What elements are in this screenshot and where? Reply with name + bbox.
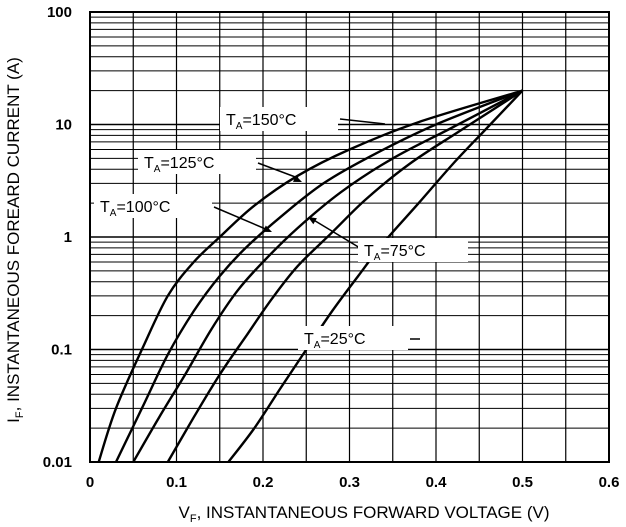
annotation-label: TA=75°C: [364, 243, 426, 263]
annotation-bg: [220, 107, 338, 131]
x-axis-title-main: V: [178, 503, 190, 522]
annotation-sub: A: [314, 340, 321, 351]
x-axis-title: VF, INSTANTANEOUS FORWARD VOLTAGE (V): [178, 503, 549, 525]
annotation-prefix: T: [304, 331, 314, 348]
curve-75c: [166, 89, 524, 463]
annotation-bg: [94, 194, 212, 218]
annotation-prefix: T: [100, 199, 110, 216]
y-tick-label: 100: [47, 4, 72, 21]
annotation-label: TA=125°C: [144, 155, 214, 175]
annotation-bg: [138, 150, 256, 174]
y-tick-label: 1: [64, 229, 72, 246]
x-tick-label: 0: [86, 474, 94, 491]
annotation-text: =75°C: [380, 243, 425, 260]
annotation-prefix: T: [364, 243, 374, 260]
annotation-label: TA=100°C: [100, 199, 170, 219]
annotation-bg: [298, 326, 408, 350]
y-axis-title-sub: F: [14, 411, 26, 418]
annotation-arrowhead: [308, 217, 317, 225]
annotation-text: =25°C: [320, 331, 365, 348]
x-tick-label: 0.3: [339, 474, 360, 491]
annotation-leader: [213, 206, 269, 231]
y-axis-title: IF, INSTANTANEOUS FOREARD CURRENT (A): [4, 57, 26, 423]
curve-150c: [97, 89, 523, 463]
x-tick-labels: 0 0.1 0.2 0.3 0.4 0.5 0.6: [86, 474, 620, 491]
annotation-sub: A: [110, 208, 117, 219]
annotation-arrowhead: [263, 225, 272, 232]
y-tick-label: 0.1: [51, 342, 72, 359]
y-tick-label: 0.01: [43, 454, 72, 471]
y-axis-title-main: I: [4, 418, 23, 423]
curve-25c: [227, 89, 524, 463]
annotation-text: =125°C: [160, 155, 214, 172]
x-axis-title-sub: F: [190, 513, 197, 525]
y-tick-label: 10: [55, 117, 72, 134]
annotation-leader: [257, 162, 299, 179]
curve-100c: [132, 89, 524, 463]
annotation-leader: [339, 118, 386, 125]
annotation-leader: [311, 218, 361, 249]
y-tick-labels: 0.01 0.1 1 10 100: [43, 4, 72, 471]
x-tick-label: 0.2: [253, 474, 274, 491]
annotation-text: =150°C: [242, 112, 296, 129]
annotation-leaders: [213, 118, 420, 340]
annotation-prefix: T: [226, 112, 236, 129]
y-axis-title-rest: , INSTANTANEOUS FOREARD CURRENT (A): [4, 57, 23, 411]
annotation-label: TA=150°C: [226, 112, 296, 132]
annotation-prefix: T: [144, 155, 154, 172]
annotation-label: TA=25°C: [304, 331, 366, 351]
annotation-sub: A: [154, 164, 161, 175]
x-tick-label: 0.6: [599, 474, 620, 491]
annotation-sub: A: [236, 121, 243, 132]
annotations: TA=150°CTA=125°CTA=100°CTA=75°CTA=25°C: [94, 107, 468, 351]
x-tick-label: 0.5: [512, 474, 533, 491]
x-axis-title-rest: , INSTANTANEOUS FORWARD VOLTAGE (V): [197, 503, 550, 522]
annotation-bg: [358, 238, 468, 262]
curve-125c: [114, 89, 523, 463]
annotation-text: =100°C: [116, 199, 170, 216]
x-tick-label: 0.4: [426, 474, 448, 491]
curves: [97, 89, 524, 463]
annotation-sub: A: [374, 252, 381, 263]
annotation-arrowhead: [293, 175, 302, 182]
x-tick-label: 0.1: [166, 474, 187, 491]
plot-frame: [89, 11, 610, 463]
